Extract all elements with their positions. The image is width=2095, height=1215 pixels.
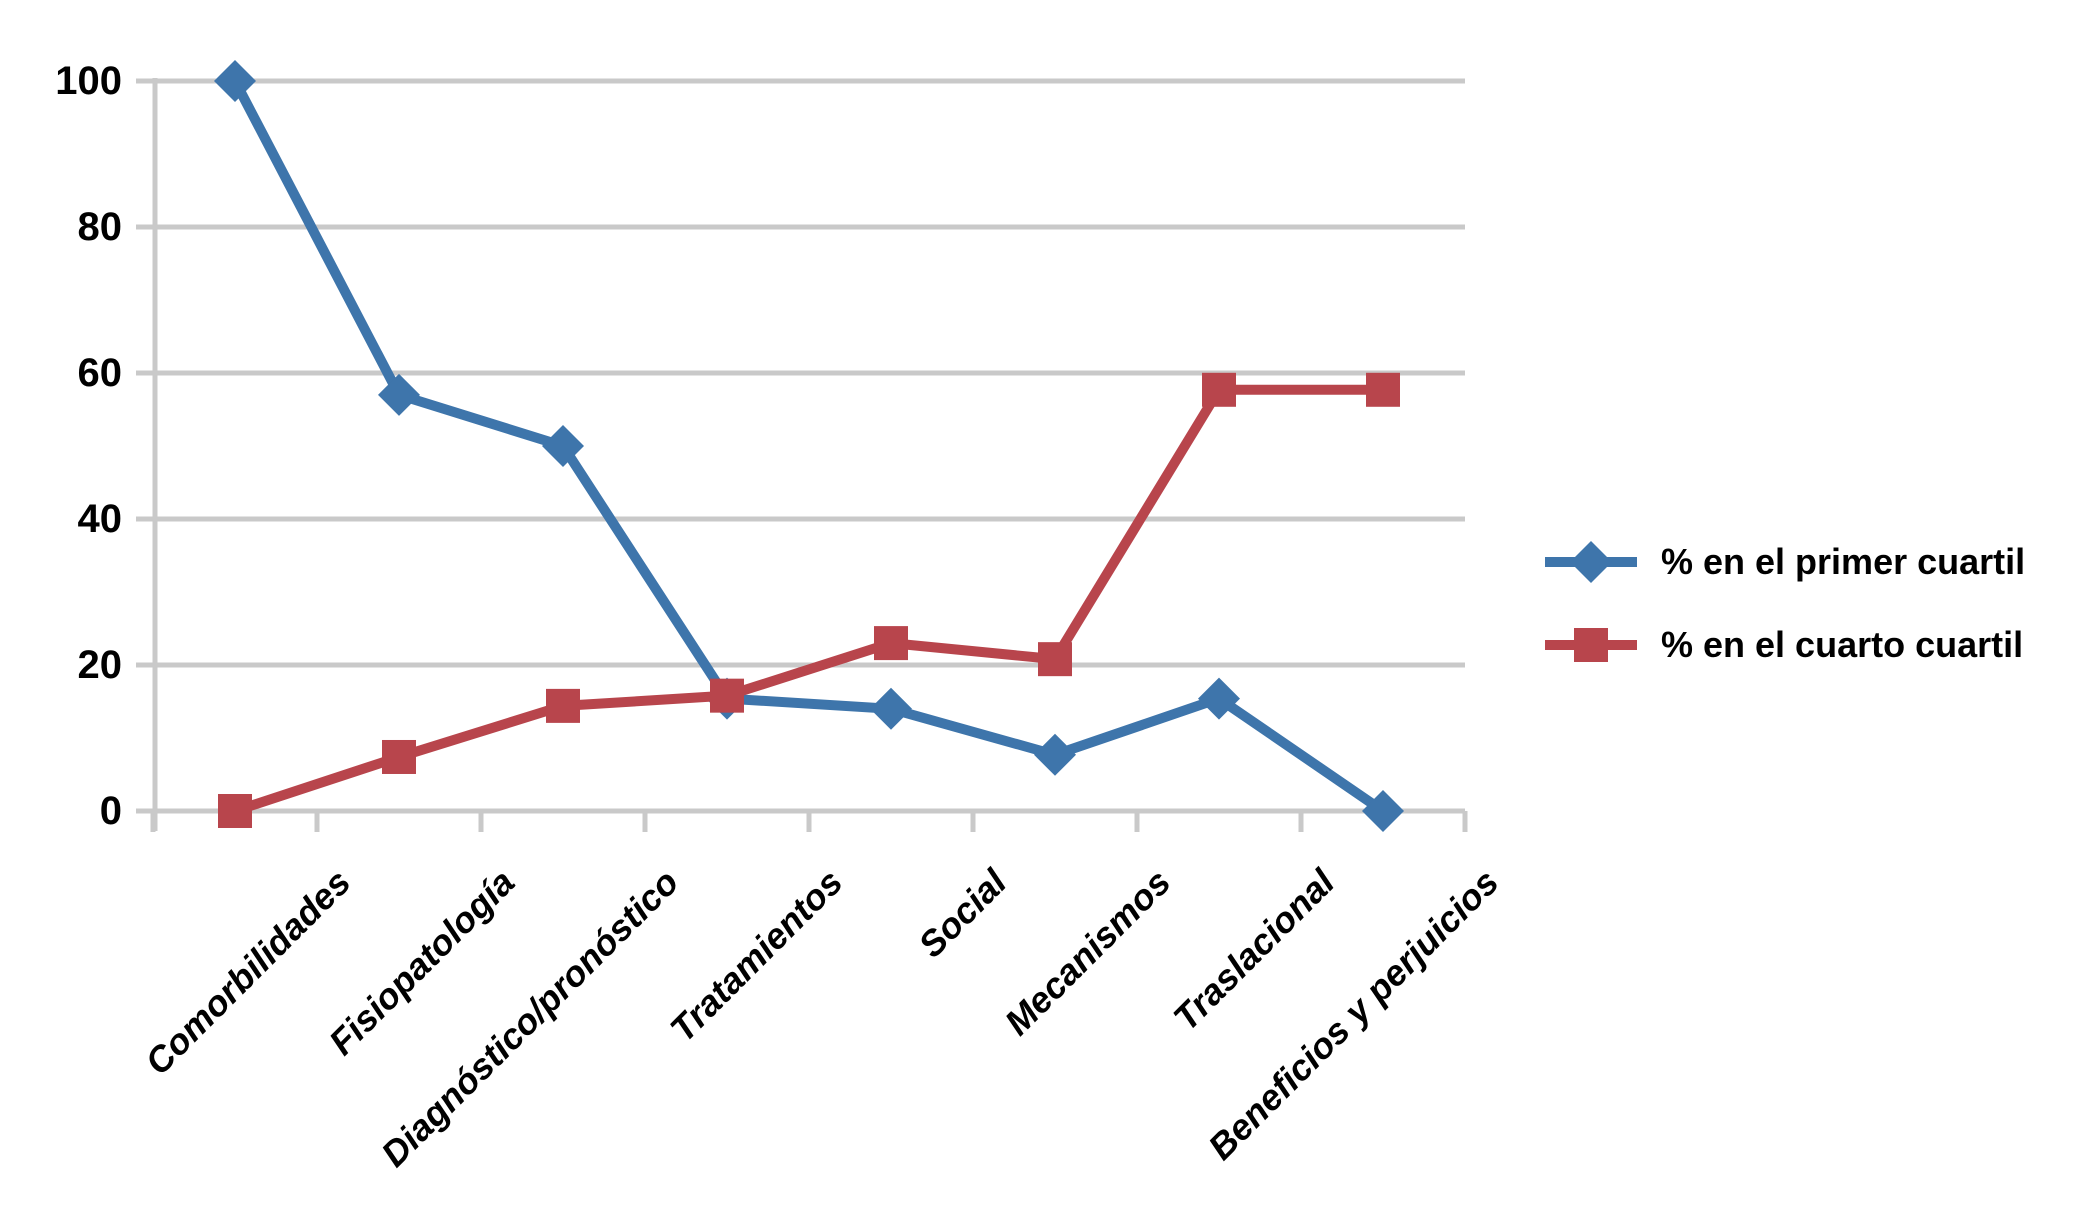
legend-item-cuarto-cuartil: % en el cuarto cuartil: [1545, 610, 2025, 680]
y-axis-tick-label: 20: [77, 643, 123, 687]
data-point-square: [546, 688, 580, 723]
data-point-diamond: [542, 425, 584, 467]
data-point-diamond: [214, 60, 256, 102]
legend-item-primer-cuartil: % en el primer cuartil: [1545, 527, 2025, 597]
series-line-0: [230, 76, 1388, 816]
y-axis-tick-label: 100: [55, 59, 122, 103]
y-axis-tick-label: 60: [77, 351, 123, 395]
legend-label-cuarto-cuartil: % en el cuarto cuartil: [1661, 624, 2024, 665]
data-point-square: [1038, 642, 1072, 677]
legend-label-primer-cuartil: % en el primer cuartil: [1661, 541, 2026, 582]
data-point-square: [1202, 372, 1236, 407]
data-point-square: [710, 678, 744, 713]
series-line-1: [230, 384, 1388, 816]
legend: % en el primer cuartil % en el cuarto cu…: [1545, 527, 2025, 680]
data-point-square: [382, 739, 416, 774]
data-point-diamond: [1198, 677, 1240, 720]
y-axis-tick-label: 0: [99, 789, 122, 833]
data-point-square: [218, 794, 252, 828]
data-point-square: [1366, 372, 1400, 407]
y-axis-tick-label: 40: [77, 497, 123, 541]
legend-marker-diamond-icon: [1545, 541, 1637, 583]
data-point-diamond: [1034, 733, 1076, 776]
data-point-diamond: [1362, 790, 1404, 832]
y-axis-tick-label: 80: [77, 205, 123, 249]
data-point-diamond: [378, 373, 420, 416]
legend-marker-square-icon: [1545, 628, 1637, 662]
data-point-diamond: [870, 687, 912, 730]
data-point-square: [874, 626, 908, 661]
